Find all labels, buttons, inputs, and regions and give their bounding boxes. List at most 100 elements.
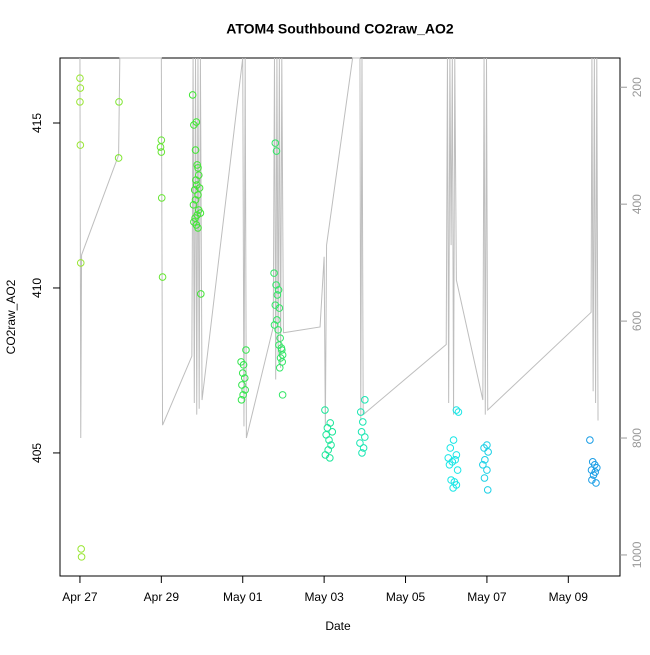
point: [276, 354, 285, 362]
point: [480, 474, 489, 482]
y2-tick-label: 800: [630, 428, 644, 448]
point: [271, 139, 280, 147]
point: [479, 461, 487, 469]
point: [195, 184, 204, 192]
point: [323, 424, 332, 432]
point: [158, 273, 167, 281]
point: [240, 374, 249, 382]
point: [242, 346, 250, 354]
point: [356, 439, 364, 447]
point: [587, 466, 596, 474]
point: [241, 386, 249, 394]
point: [191, 214, 199, 222]
point: [191, 196, 200, 204]
point: [156, 143, 165, 151]
point: [445, 461, 454, 469]
point: [356, 408, 365, 416]
point: [77, 553, 86, 561]
point: [278, 346, 286, 354]
y2-tick-label: 200: [630, 77, 644, 97]
point: [192, 176, 200, 184]
point: [357, 428, 366, 436]
point: [326, 454, 334, 462]
point: [483, 466, 491, 474]
point: [453, 466, 462, 474]
point: [324, 446, 332, 454]
point: [114, 154, 123, 162]
point: [76, 141, 85, 149]
point: [276, 334, 284, 342]
point: [274, 286, 283, 294]
point: [239, 361, 248, 369]
point: [484, 448, 492, 456]
point: [76, 84, 85, 92]
point: [275, 304, 284, 312]
x-tick-label: May 05: [386, 590, 426, 604]
point: [273, 291, 282, 299]
x-tick-label: Apr 27: [62, 590, 98, 604]
point: [239, 391, 247, 399]
point: [274, 326, 282, 334]
plot-frame: [59, 57, 621, 577]
point: [449, 436, 458, 444]
point: [157, 148, 166, 156]
point: [237, 396, 246, 404]
chart-title: ATOM4 Southbound CO2raw_AO2: [226, 21, 454, 37]
y2-tick-label: 400: [630, 194, 644, 214]
point: [328, 428, 337, 436]
y2-tick-label: 1000: [630, 541, 644, 568]
point: [452, 406, 461, 414]
point: [361, 433, 369, 441]
point: [321, 406, 329, 414]
point: [76, 259, 85, 267]
x-axis-label: Date: [325, 619, 351, 633]
point: [192, 118, 201, 126]
point: [238, 369, 247, 377]
point: [586, 436, 594, 444]
point: [157, 194, 166, 202]
point: [481, 456, 489, 464]
point: [189, 201, 198, 209]
point: [275, 364, 284, 372]
point: [188, 91, 197, 99]
point: [76, 98, 84, 106]
point: [77, 545, 85, 553]
x-tick-label: May 01: [223, 590, 263, 604]
y2-tick-label: 600: [630, 311, 644, 331]
point: [193, 161, 201, 169]
point: [270, 269, 278, 277]
point: [444, 454, 453, 462]
y-tick-label: 405: [30, 443, 44, 463]
x-tick-label: May 09: [549, 590, 589, 604]
pressure-line: [79, 57, 599, 439]
point: [454, 408, 463, 416]
point: [325, 436, 333, 444]
y-tick-label: 410: [30, 278, 44, 298]
point: [278, 391, 287, 399]
point: [589, 471, 598, 479]
y-axis-label: CO2raw_AO2: [4, 279, 18, 354]
point: [194, 224, 202, 232]
point: [483, 486, 492, 494]
point: [361, 396, 369, 404]
point: [197, 290, 205, 298]
point: [449, 484, 457, 492]
point: [359, 444, 368, 452]
x-tick-label: Apr 29: [144, 590, 180, 604]
point: [194, 164, 202, 172]
point: [270, 321, 279, 329]
point: [358, 418, 367, 426]
point: [480, 444, 488, 452]
point: [358, 449, 366, 457]
y-tick-label: 415: [30, 113, 44, 133]
point: [76, 74, 84, 82]
point: [115, 98, 123, 106]
point: [272, 147, 281, 155]
point: [326, 419, 335, 427]
point: [446, 444, 455, 452]
point: [452, 451, 461, 459]
x-tick-label: May 03: [304, 590, 344, 604]
point: [191, 146, 200, 154]
x-tick-label: May 07: [467, 590, 507, 604]
